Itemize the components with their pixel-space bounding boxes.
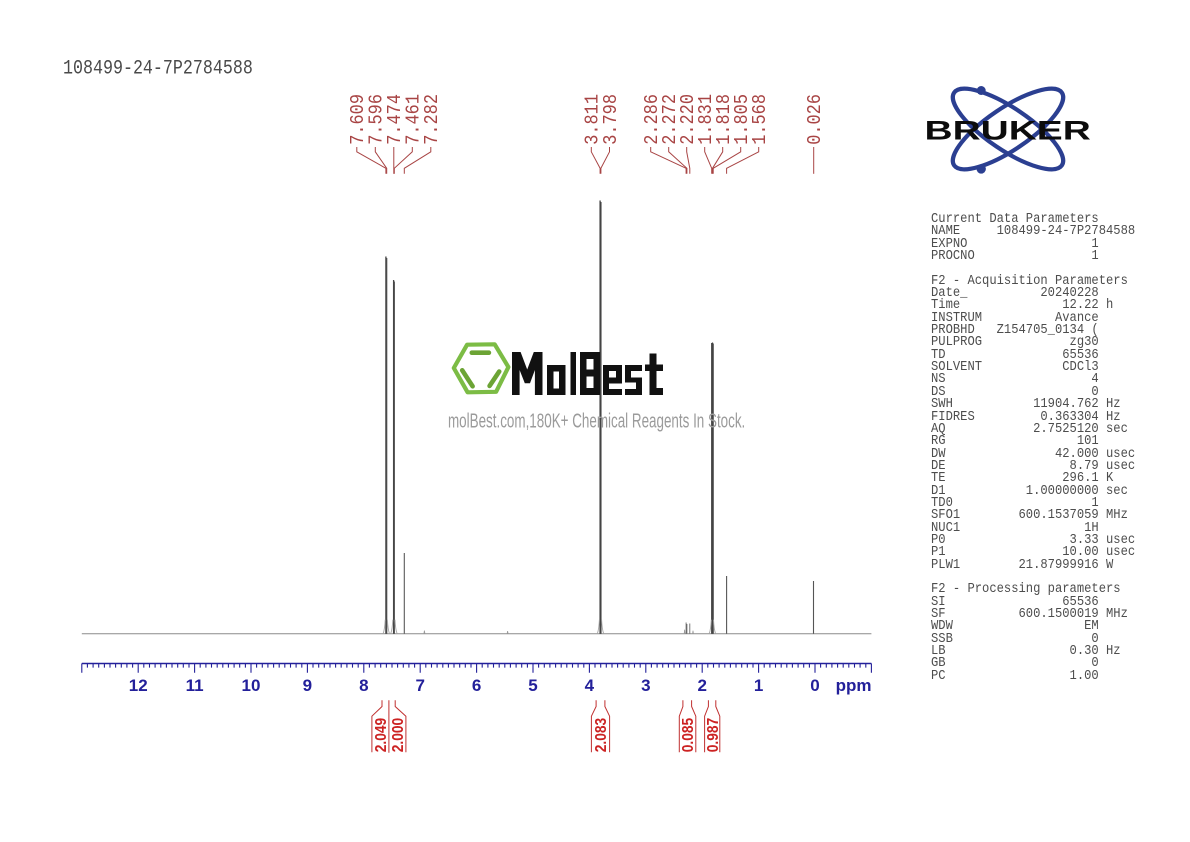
svg-text:2.000: 2.000 [390,718,407,753]
svg-text:ppm: ppm [836,676,872,695]
svg-text:2: 2 [697,676,706,695]
svg-text:7.609: 7.609 [348,94,369,145]
svg-text:11: 11 [186,676,204,695]
svg-text:0.987: 0.987 [705,718,722,753]
svg-text:1.818: 1.818 [714,94,735,145]
svg-text:2.083: 2.083 [593,718,610,753]
svg-text:6: 6 [472,676,481,695]
svg-text:1.568: 1.568 [750,94,771,145]
svg-text:2.272: 2.272 [660,94,681,145]
svg-text:1.805: 1.805 [732,94,753,145]
svg-text:2.286: 2.286 [642,94,663,145]
svg-text:10: 10 [242,676,261,695]
svg-text:7.596: 7.596 [367,94,388,145]
svg-text:4: 4 [585,676,595,695]
svg-text:3.811: 3.811 [583,94,604,145]
svg-text:1: 1 [754,676,763,695]
svg-text:0: 0 [810,676,819,695]
svg-text:9: 9 [303,676,312,695]
svg-text:2.049: 2.049 [373,718,390,753]
svg-text:8: 8 [359,676,368,695]
svg-text:7.474: 7.474 [385,94,406,145]
svg-text:7.461: 7.461 [404,94,425,145]
svg-text:12: 12 [129,676,148,695]
svg-text:0.026: 0.026 [805,94,826,145]
svg-text:3.798: 3.798 [601,94,622,145]
svg-text:7: 7 [415,676,424,695]
svg-text:1.831: 1.831 [696,94,717,145]
svg-text:0.085: 0.085 [680,718,697,753]
svg-text:3: 3 [641,676,650,695]
svg-text:BRUKER: BRUKER [925,116,1091,146]
svg-text:5: 5 [528,676,537,695]
svg-text:molBest.com,180K+ Chemical Rea: molBest.com,180K+ Chemical Reagents In S… [448,410,745,432]
svg-text:2.220: 2.220 [678,94,699,145]
svg-text:7.282: 7.282 [422,94,443,145]
